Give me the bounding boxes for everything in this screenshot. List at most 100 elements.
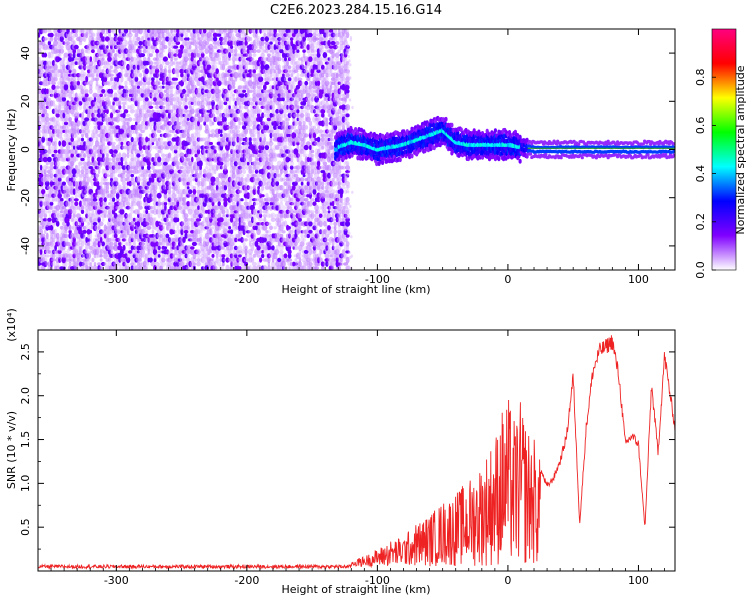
spectrogram-cell — [121, 165, 127, 170]
spectrogram-cell — [53, 36, 58, 42]
spectrogram-cell — [70, 176, 74, 183]
spectrogram-cell — [68, 177, 72, 182]
spectrogram-cell — [76, 136, 80, 143]
spectrogram-cell — [66, 221, 70, 227]
spectrogram-cell — [112, 252, 116, 259]
spectrogram-cell — [124, 252, 128, 259]
spectrogram-cell — [66, 152, 70, 159]
spectrogram-cell — [145, 136, 149, 143]
spectrogram-cell — [196, 249, 201, 255]
spectrogram-cell — [246, 234, 251, 238]
spectrogram-cell — [130, 173, 134, 178]
spectrogram-cell — [70, 137, 74, 142]
spectrogram-cell — [130, 205, 134, 210]
spectrogram-cell — [38, 197, 41, 203]
spectrogram-cell — [198, 160, 203, 168]
spectrogram-cell — [83, 141, 87, 146]
spectrogram-cell — [105, 168, 110, 175]
spectrogram-cell — [64, 37, 68, 41]
spectrogram-cell — [51, 210, 56, 214]
spectrogram-cell — [84, 117, 90, 122]
spectrogram-cell — [39, 213, 44, 219]
spectrogram-cell — [122, 157, 126, 162]
spectrogram-cell — [71, 225, 77, 231]
spectrogram-cell — [116, 112, 119, 119]
spectrogram-cell — [47, 105, 52, 110]
spectrogram-cell — [38, 116, 41, 123]
spectrogram-cell — [219, 161, 224, 166]
spectrogram-cell — [192, 262, 197, 266]
spectrogram-cell — [128, 51, 133, 59]
spectrogram-cell — [91, 112, 95, 119]
spectrogram-cell — [113, 177, 119, 183]
spectrogram-cell — [76, 168, 81, 175]
spectrogram-cell — [138, 265, 143, 270]
spectrogram-cell — [99, 185, 103, 191]
spectrogram-cell — [124, 242, 128, 246]
spectrogram-cell — [76, 140, 81, 147]
spectrogram-cell — [124, 161, 128, 166]
spectrogram-cell — [82, 71, 87, 79]
spectrogram-cell — [83, 232, 86, 239]
spectrogram-cell — [266, 53, 271, 57]
spectrogram-cell — [125, 217, 131, 223]
spectrogram-cell — [71, 168, 77, 175]
spectrogram-cell — [132, 176, 136, 184]
spectrogram-cell — [72, 40, 76, 47]
spectrogram-cell — [101, 68, 105, 74]
spectrogram-cell — [83, 217, 86, 222]
spectrogram-cell — [47, 249, 51, 254]
spectrogram-cell — [142, 177, 148, 182]
spectrogram-cell — [106, 157, 113, 162]
spectrogram-cell — [130, 193, 134, 199]
spectrogram-cell — [130, 265, 134, 270]
spectrogram-cell — [51, 133, 56, 138]
spectrogram-cell — [161, 105, 166, 109]
spectrogram-cell — [136, 153, 141, 158]
spectrogram-cell — [236, 193, 240, 198]
spectrogram-cell — [142, 48, 147, 54]
spectrogram-cell — [95, 69, 99, 74]
spectrogram-cell — [39, 153, 43, 158]
spectrogram-cell — [45, 112, 49, 118]
spectrogram-cell — [170, 36, 174, 42]
spectrogram-cell — [89, 233, 93, 238]
spectrogram-cell — [78, 217, 83, 223]
spectrogram-cell — [138, 205, 143, 210]
spectrogram-cell — [198, 37, 204, 41]
spectrogram-cell — [74, 57, 79, 61]
spectrogram-cell — [125, 57, 131, 62]
spectrogram-cell — [62, 61, 66, 65]
spectrogram-cell — [55, 220, 60, 227]
spectrogram-cell — [80, 112, 85, 119]
spectrogram-cell — [122, 221, 126, 226]
spectrogram-cell — [134, 40, 139, 46]
spectrogram-cell — [234, 48, 238, 54]
spectrogram-cell — [143, 196, 147, 203]
spectrogram-cell — [114, 56, 118, 62]
spectrogram-cell — [136, 208, 140, 215]
spectrogram-cell — [59, 105, 65, 110]
spectrogram-cell — [89, 176, 93, 183]
spectrogram-cell — [122, 64, 126, 70]
spectrogram-cell — [93, 213, 97, 219]
spectrogram-cell — [39, 228, 44, 235]
spectrogram-cell — [163, 246, 168, 250]
spectrogram-cell — [132, 180, 136, 187]
spectrogram-cell — [125, 113, 131, 118]
spectrogram-cell — [45, 80, 50, 87]
spectrogram-cell — [273, 69, 277, 74]
spectrogram-cell — [129, 224, 135, 231]
spectrogram-cell — [126, 197, 131, 203]
spectrogram-cell — [102, 65, 108, 69]
spectrogram-cell — [41, 105, 46, 110]
spectrogram-cell — [47, 60, 52, 66]
spectrogram-cell — [80, 216, 85, 223]
spectrogram-cell — [103, 32, 108, 38]
spectrogram-cell — [53, 149, 58, 154]
spectrogram-cell — [111, 104, 116, 111]
spectrogram-cell — [61, 221, 66, 227]
spectrogram-cell — [38, 254, 42, 258]
spectrogram-cell — [49, 121, 54, 126]
spectrogram-cell — [117, 168, 122, 175]
